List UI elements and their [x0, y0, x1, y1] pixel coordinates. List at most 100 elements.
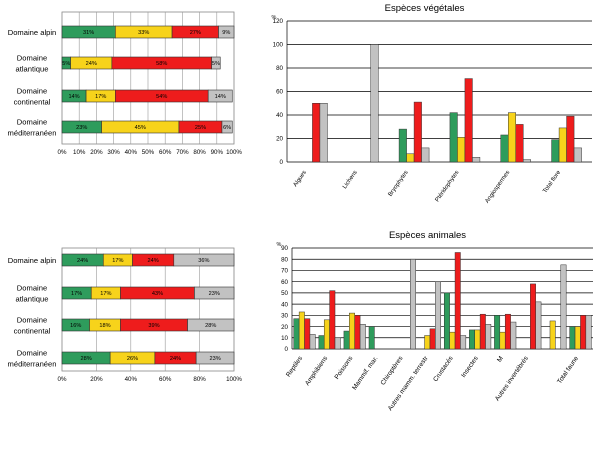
x-category-label: Angiospermes	[484, 170, 511, 205]
y-tick-label: 80	[281, 256, 288, 263]
data-label: 43%	[152, 291, 163, 297]
bar-yellow	[549, 320, 556, 350]
bar-green	[368, 326, 375, 350]
bar-yellow	[574, 326, 581, 350]
x-tick-label: 40%	[125, 149, 138, 156]
category-label: Domaine alpin	[8, 28, 57, 37]
bar-red	[304, 318, 311, 350]
bar-red	[464, 78, 473, 163]
x-category-label: Ptéridophytes	[435, 170, 461, 204]
x-tick-label: 70%	[176, 149, 189, 156]
data-label: 17%	[71, 291, 82, 297]
bar-segment-grey	[173, 253, 235, 267]
data-label: 25%	[195, 125, 206, 131]
x-category-label: Poissons	[333, 355, 354, 381]
bar-grey	[319, 103, 328, 163]
bar-grey	[460, 335, 467, 350]
bar-yellow	[499, 331, 506, 350]
y-tick-label: 100	[273, 42, 284, 49]
data-label: 23%	[209, 356, 220, 362]
bar-grey	[370, 44, 379, 163]
bar-red	[566, 115, 575, 163]
y-tick-label: 80	[276, 65, 283, 72]
x-category-label: Chiroptères	[380, 355, 405, 387]
bar-yellow	[474, 329, 481, 350]
data-label: 36%	[198, 258, 209, 264]
data-label: 5%	[212, 61, 220, 67]
x-tick-label: 30%	[107, 149, 120, 156]
category-label: Domaine	[17, 118, 47, 127]
x-tick-label: 100%	[226, 149, 242, 156]
plot-area-2	[61, 247, 235, 372]
y-tick-label: 0	[285, 346, 289, 353]
category-label: Domaine	[17, 316, 47, 325]
data-label: 14%	[68, 94, 79, 100]
x-tick-label: 80%	[193, 376, 206, 383]
bar-red	[479, 313, 486, 350]
chart-title: Espèces animales	[389, 230, 466, 241]
bar-segment-grey	[221, 120, 233, 134]
bar-grey	[585, 315, 592, 350]
category-label: Domaine alpin	[8, 256, 57, 265]
bar-red	[580, 315, 587, 350]
x-category-label: Mammif. mar.	[351, 355, 379, 391]
x-tick-label: 60%	[159, 149, 172, 156]
bar-red	[504, 313, 511, 350]
x-category-label: M	[496, 355, 505, 363]
bar-red	[329, 290, 336, 350]
category-label: méditerranéen	[8, 129, 57, 138]
bar-grey	[410, 258, 416, 350]
data-label: 5%	[62, 61, 70, 67]
y-tick-label: 60	[281, 279, 288, 286]
bar-green	[293, 318, 300, 350]
bar-green	[569, 326, 576, 350]
data-label: 17%	[112, 258, 123, 264]
category-label: continental	[14, 327, 51, 336]
data-label: 28%	[80, 356, 91, 362]
bar-yellow	[323, 319, 330, 350]
bar-grey	[535, 301, 542, 350]
bar-segment-grey	[211, 56, 221, 70]
category-label: Domaine	[17, 349, 47, 358]
data-label: 14%	[215, 94, 226, 100]
bar-green	[318, 335, 325, 350]
data-label: 24%	[148, 258, 159, 264]
bar-yellow	[449, 331, 456, 350]
bar-yellow	[406, 153, 415, 163]
category-label: atlantique	[16, 295, 49, 304]
bar-red	[354, 315, 361, 350]
data-label: 24%	[77, 258, 88, 264]
data-label: 33%	[138, 30, 149, 36]
bar-yellow	[558, 127, 567, 163]
bar-green	[343, 330, 350, 350]
bar-yellow	[349, 312, 355, 350]
bar-grey	[334, 337, 341, 350]
data-label: 23%	[209, 291, 220, 297]
bar-segment-grey	[187, 318, 235, 332]
bar-grey	[421, 147, 430, 163]
y-tick-label: 20	[276, 136, 283, 143]
bar-segment-grey	[218, 25, 235, 39]
category-label: Domaine	[17, 54, 47, 63]
bar-green	[500, 134, 509, 163]
bar-grey	[359, 324, 366, 350]
bar-grey	[573, 147, 582, 163]
x-category-label: Algues	[293, 170, 308, 188]
x-tick-label: 0%	[58, 376, 67, 383]
data-label: 24%	[86, 61, 97, 67]
data-label: 9%	[222, 30, 230, 36]
bar-segment-grey	[207, 89, 233, 103]
x-tick-label: 50%	[142, 149, 155, 156]
data-label: 17%	[95, 94, 106, 100]
y-axis-label: %	[277, 242, 282, 248]
x-category-label: Crustacés	[432, 355, 455, 384]
x-category-label: Reptiles	[285, 355, 305, 379]
x-category-label: Bryophytes	[388, 170, 410, 198]
bar-green	[494, 315, 501, 350]
bar-green	[398, 128, 407, 163]
chart-title: Espèces végétales	[385, 3, 465, 14]
bar-segment-grey	[194, 286, 235, 300]
bar-green	[469, 329, 475, 350]
x-tick-label: 0%	[58, 149, 67, 156]
bar-yellow	[457, 137, 466, 163]
